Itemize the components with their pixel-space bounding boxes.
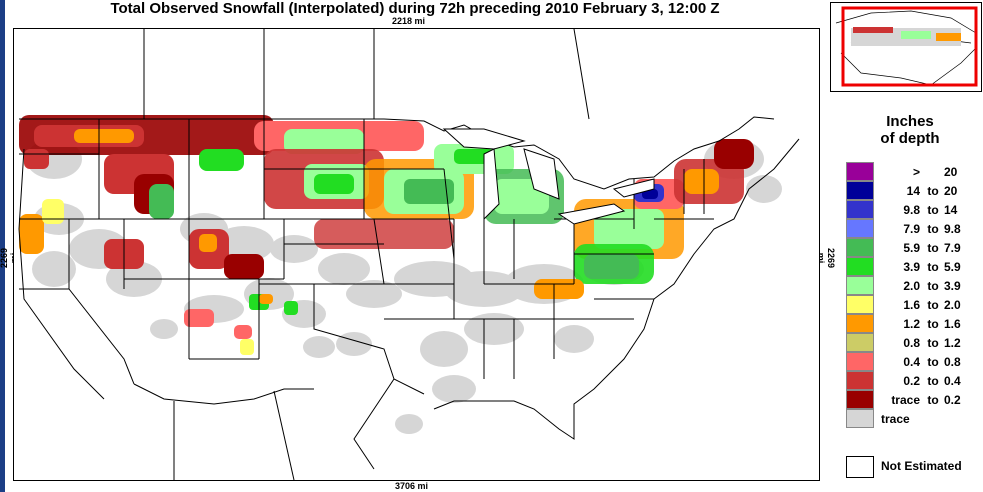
legend-high: 20: [944, 184, 958, 198]
distance-label-top: 2218 mi: [392, 16, 426, 26]
legend-low: trace: [891, 393, 920, 407]
legend-high: 5.9: [944, 260, 961, 274]
legend-to: to: [927, 184, 939, 198]
legend-low: 2.0: [903, 279, 920, 293]
legend-row: 9.8 to 14: [846, 200, 976, 219]
legend-low: 9.8: [903, 203, 920, 217]
legend-row: 7.9 to 9.8: [846, 219, 976, 238]
legend-to: to: [927, 241, 939, 255]
legend-high: 0.2: [944, 393, 961, 407]
window-edge: [0, 0, 5, 492]
legend-row: 0.4 to 0.8: [846, 352, 976, 371]
legend-high: 1.2: [944, 336, 961, 350]
legend-swatch: [846, 219, 874, 238]
overview-inset-map[interactable]: [830, 2, 982, 92]
legend-swatch: [846, 352, 874, 371]
legend-high: 0.8: [944, 355, 961, 369]
legend-low: 0.4: [903, 355, 920, 369]
legend-low: 3.9: [903, 260, 920, 274]
legend-high: 1.6: [944, 317, 961, 331]
legend-row: >20: [846, 162, 976, 181]
legend-high: 20: [944, 165, 958, 179]
distance-label-bottom: 3706 mi: [395, 481, 429, 491]
legend-high: 2.0: [944, 298, 961, 312]
inset-view-box: [841, 6, 978, 87]
legend-high: 14: [944, 203, 958, 217]
legend-swatch: [846, 276, 874, 295]
legend-swatch: [846, 200, 874, 219]
not-estimated-label: Not Estimated: [881, 459, 962, 473]
legend-title-line2: of depth: [880, 130, 940, 147]
legend-swatch: [846, 371, 874, 390]
legend-high: 7.9: [944, 241, 961, 255]
legend: >20 14 to 20 9.8 to 14 7.9 to 9.8 5.9 to 7.9 3.9 to 5.9…: [846, 162, 976, 428]
legend-to: to: [927, 260, 939, 274]
legend-low: 1.2: [903, 317, 920, 331]
legend-trace-label: trace: [881, 412, 910, 426]
legend-low: 0.2: [903, 374, 920, 388]
legend-low: >: [912, 165, 920, 179]
legend-low: 14: [906, 184, 920, 198]
legend-row: 1.6 to 2.0: [846, 295, 976, 314]
legend-swatch: [846, 390, 874, 409]
legend-low: 1.6: [903, 298, 920, 312]
legend-row: 14 to 20: [846, 181, 976, 200]
legend-row: 1.2 to 1.6: [846, 314, 976, 333]
legend-to: to: [927, 203, 939, 217]
legend-high: 3.9: [944, 279, 961, 293]
legend-row: 3.9 to 5.9: [846, 257, 976, 276]
snowfall-bands: [19, 115, 754, 355]
legend-to: to: [927, 355, 939, 369]
legend-swatch: [846, 238, 874, 257]
snowfall-map[interactable]: [13, 28, 820, 481]
legend-row: 0.2 to 0.4: [846, 371, 976, 390]
map-title: Total Observed Snowfall (Interpolated) d…: [110, 0, 720, 17]
legend-high: 9.8: [944, 222, 961, 236]
legend-to: to: [927, 374, 939, 388]
legend-row: trace to 0.2: [846, 390, 976, 409]
legend-swatch: [846, 295, 874, 314]
legend-row-trace: trace: [846, 409, 976, 428]
legend-high: 0.4: [944, 374, 961, 388]
legend-row: 0.8 to 1.2: [846, 333, 976, 352]
legend-to: to: [927, 393, 939, 407]
legend-swatch: [846, 257, 874, 276]
legend-row: 2.0 to 3.9: [846, 276, 976, 295]
boundaries: [18, 29, 800, 480]
legend-to: to: [927, 336, 939, 350]
legend-to: to: [927, 317, 939, 331]
legend-swatch: [846, 409, 874, 428]
inset-svg: [835, 6, 978, 87]
legend-to: to: [927, 298, 939, 312]
legend-swatch: [846, 314, 874, 333]
legend-swatch: [846, 333, 874, 352]
legend-low: 0.8: [903, 336, 920, 350]
legend-low: 7.9: [903, 222, 920, 236]
legend-swatch: [846, 181, 874, 200]
not-estimated-swatch: [846, 456, 874, 478]
legend-to: to: [927, 279, 939, 293]
legend-to: to: [927, 222, 939, 236]
legend-row: 5.9 to 7.9: [846, 238, 976, 257]
map-svg: [18, 29, 800, 480]
legend-title: Inches of depth: [846, 113, 974, 147]
legend-low: 5.9: [903, 241, 920, 255]
legend-title-line1: Inches: [886, 113, 934, 130]
legend-swatch: [846, 162, 874, 181]
